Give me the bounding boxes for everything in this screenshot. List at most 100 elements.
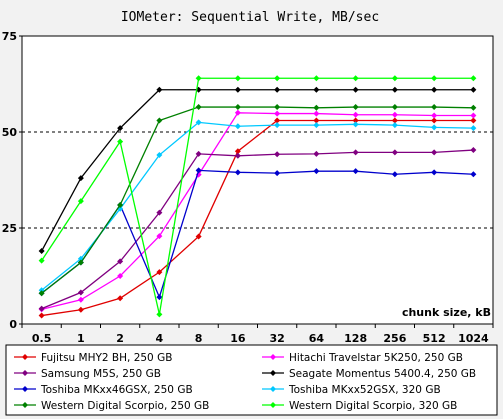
data-point: [274, 104, 281, 111]
data-point: [313, 168, 320, 175]
legend-label: Western Digital Scorpio, 250 GB: [41, 400, 209, 412]
x-tick-label: 8: [195, 332, 203, 345]
x-tick-label: 2: [116, 332, 124, 345]
data-point: [38, 290, 45, 297]
data-point: [352, 86, 359, 93]
legend-swatch-marker: [22, 402, 28, 408]
legend-item: Hitachi Travelstar 5K250, 250 GB: [262, 352, 463, 364]
data-point: [274, 75, 281, 82]
data-point: [156, 269, 163, 276]
legend-swatch-marker: [270, 354, 276, 360]
data-point: [352, 104, 359, 111]
data-point: [470, 75, 477, 82]
series-line: [41, 106, 474, 294]
data-point: [352, 168, 359, 175]
data-point: [234, 148, 241, 155]
data-point: [431, 149, 438, 156]
data-point: [352, 75, 359, 82]
chart-title: IOMeter: Sequential Write, MB/sec: [121, 10, 379, 25]
data-point: [234, 104, 241, 111]
legend-swatch-marker: [22, 370, 28, 376]
data-point: [352, 149, 359, 156]
legend-label: Seagate Momentus 5400.4, 250 GB: [289, 368, 476, 380]
data-point: [156, 152, 163, 159]
y-tick-label: 75: [2, 30, 17, 43]
x-tick-label: 1024: [458, 332, 489, 345]
legend-swatch-marker: [270, 402, 276, 408]
x-tick-label: 256: [383, 332, 406, 345]
data-point: [391, 149, 398, 156]
data-point: [38, 305, 45, 312]
data-point: [313, 117, 320, 124]
data-point: [77, 175, 84, 182]
data-point: [391, 117, 398, 124]
series-line: [41, 119, 474, 317]
data-point: [156, 209, 163, 216]
legend-item: Western Digital Scorpio, 250 GB: [14, 400, 209, 412]
legend-label: Fujitsu MHY2 BH, 250 GB: [41, 352, 172, 364]
x-axis-label: chunk size, kB: [402, 306, 491, 319]
series-7: [38, 75, 477, 318]
y-tick-label: 0: [9, 318, 17, 331]
data-point: [313, 122, 320, 129]
series-1: [38, 109, 477, 313]
data-point: [117, 201, 124, 208]
data-point: [274, 122, 281, 129]
data-point: [352, 117, 359, 124]
data-point: [391, 75, 398, 82]
data-point: [234, 86, 241, 93]
series-2: [38, 147, 477, 312]
y-tick-label: 50: [2, 126, 18, 139]
data-point: [470, 86, 477, 93]
data-point: [156, 233, 163, 240]
legend-item: Toshiba MKxx46GSX, 250 GB: [14, 384, 193, 396]
legend-box: [5, 344, 498, 416]
data-point: [313, 104, 320, 111]
legend-swatch-marker: [270, 386, 276, 392]
series-6: [38, 104, 477, 297]
data-point: [156, 86, 163, 93]
data-point: [38, 257, 45, 264]
x-tick-label: 512: [423, 332, 446, 345]
legend-item: Seagate Momentus 5400.4, 250 GB: [262, 368, 476, 380]
data-point: [274, 110, 281, 117]
x-tick-label: 0.5: [32, 332, 52, 345]
data-point: [431, 124, 438, 131]
series-3: [38, 86, 477, 255]
data-point: [352, 111, 359, 118]
data-point: [77, 306, 84, 313]
data-point: [117, 295, 124, 302]
data-point: [195, 119, 202, 126]
data-point: [117, 125, 124, 132]
data-point: [274, 117, 281, 124]
data-point: [470, 171, 477, 178]
series-line: [41, 121, 474, 291]
data-point: [195, 150, 202, 157]
data-point: [117, 273, 124, 279]
series-line: [41, 149, 474, 310]
legend-swatch-marker: [270, 370, 276, 376]
legend-label: Samsung M5S, 250 GB: [41, 368, 161, 380]
data-point: [431, 86, 438, 93]
series-line: [41, 77, 474, 315]
data-point: [156, 311, 163, 318]
data-point: [431, 75, 438, 82]
data-point: [470, 104, 477, 111]
data-point: [156, 294, 163, 301]
data-point: [391, 104, 398, 111]
legend-item: Samsung M5S, 250 GB: [14, 368, 161, 380]
data-point: [313, 86, 320, 93]
data-point: [470, 117, 477, 124]
data-point: [117, 138, 124, 145]
data-point: [77, 259, 84, 266]
legend-item: Toshiba MKxx52GSX, 320 GB: [262, 384, 441, 396]
legend-item: Fujitsu MHY2 BH, 250 GB: [14, 352, 172, 364]
data-point: [431, 112, 438, 119]
data-point: [470, 147, 477, 154]
legend-item: Western Digital Scorpio, 320 GB: [262, 400, 457, 412]
data-point: [431, 104, 438, 111]
legend-swatch-marker: [22, 354, 28, 360]
x-tick-label: 64: [309, 332, 325, 345]
data-point: [77, 289, 84, 296]
